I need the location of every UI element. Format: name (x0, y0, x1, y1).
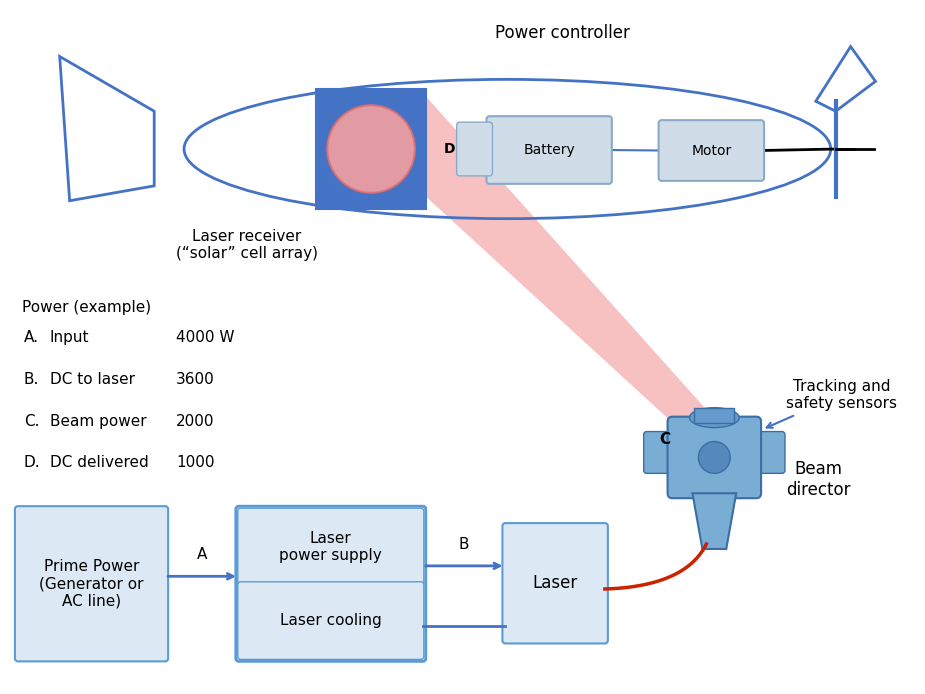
Text: Laser cooling: Laser cooling (280, 613, 382, 628)
Text: B.: B. (24, 372, 39, 387)
Text: 1000: 1000 (176, 455, 215, 471)
FancyBboxPatch shape (668, 416, 761, 498)
Polygon shape (693, 493, 736, 549)
FancyBboxPatch shape (502, 523, 608, 643)
FancyBboxPatch shape (236, 506, 426, 661)
Text: Laser
power supply: Laser power supply (279, 531, 382, 563)
Text: Beam
director: Beam director (786, 460, 850, 499)
Circle shape (698, 441, 730, 473)
Text: DC to laser: DC to laser (50, 372, 135, 387)
FancyBboxPatch shape (659, 120, 764, 181)
Ellipse shape (689, 407, 739, 428)
Text: B: B (459, 537, 469, 552)
Polygon shape (316, 96, 724, 444)
Text: Input: Input (50, 330, 89, 345)
Text: D.: D. (24, 455, 41, 471)
Text: Motor: Motor (691, 144, 732, 158)
FancyBboxPatch shape (644, 432, 675, 473)
Text: C.: C. (24, 414, 40, 429)
FancyBboxPatch shape (457, 122, 492, 176)
Text: 4000 W: 4000 W (176, 330, 235, 345)
Text: DC delivered: DC delivered (50, 455, 149, 471)
FancyBboxPatch shape (238, 582, 424, 659)
Text: Battery: Battery (524, 143, 575, 157)
Ellipse shape (327, 105, 415, 193)
Text: Tracking and
safety sensors: Tracking and safety sensors (786, 378, 897, 411)
Text: Beam power: Beam power (50, 414, 146, 429)
Text: Power (example): Power (example) (22, 301, 151, 315)
Text: D: D (444, 142, 456, 156)
FancyBboxPatch shape (316, 90, 426, 209)
Text: 3600: 3600 (176, 372, 215, 387)
Text: Prime Power
(Generator or
AC line): Prime Power (Generator or AC line) (39, 559, 143, 609)
Text: Laser: Laser (533, 574, 578, 592)
Text: Power controller: Power controller (495, 24, 630, 42)
FancyBboxPatch shape (695, 407, 734, 423)
FancyBboxPatch shape (238, 508, 424, 586)
Text: A: A (197, 548, 207, 562)
Text: C: C (659, 432, 670, 447)
Text: 2000: 2000 (176, 414, 215, 429)
FancyBboxPatch shape (753, 432, 785, 473)
FancyBboxPatch shape (15, 506, 168, 661)
Text: A.: A. (24, 330, 39, 345)
Text: Laser receiver
(“solar” cell array): Laser receiver (“solar” cell array) (176, 228, 317, 261)
FancyBboxPatch shape (487, 116, 611, 184)
